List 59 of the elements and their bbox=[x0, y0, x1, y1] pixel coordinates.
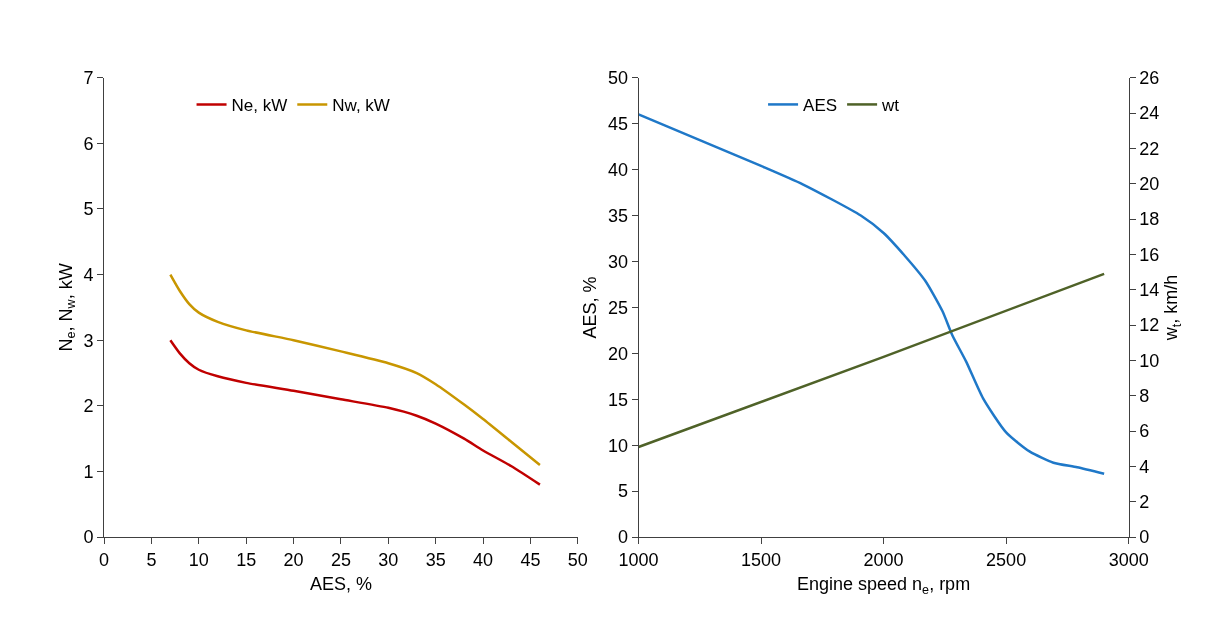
y-tick-label: 2 bbox=[83, 396, 94, 417]
x-tick-label: 10 bbox=[188, 549, 209, 570]
y2-tick-label: 10 bbox=[1139, 350, 1160, 371]
y-tick-label: 40 bbox=[607, 159, 628, 180]
line-series bbox=[169, 273, 542, 467]
y-tick-label: 0 bbox=[83, 527, 94, 548]
y-tick-label: 3 bbox=[83, 330, 94, 351]
legend-label: Nw, kW bbox=[332, 96, 390, 116]
x-tick-label: 30 bbox=[378, 549, 399, 570]
y-tick-label: 5 bbox=[83, 199, 94, 220]
legend-label: AES bbox=[803, 96, 838, 116]
y-tick-label: 15 bbox=[607, 389, 628, 410]
y2-tick-label: 22 bbox=[1139, 138, 1160, 159]
y-tick-label: 4 bbox=[83, 264, 94, 285]
y2-tick-label: 26 bbox=[1139, 67, 1160, 88]
y2-tick-label: 18 bbox=[1139, 209, 1160, 230]
y-tick-label: 45 bbox=[607, 113, 628, 134]
x-tick-label: 15 bbox=[236, 549, 257, 570]
x-tick-label: 2000 bbox=[863, 549, 904, 570]
y2-tick-label: 16 bbox=[1139, 244, 1160, 265]
y2-tick-label: 14 bbox=[1139, 280, 1160, 301]
x-tick-label: 1000 bbox=[618, 549, 659, 570]
line-series bbox=[169, 338, 542, 486]
legend-label: Ne, kW bbox=[231, 96, 288, 116]
y2-tick-label: 0 bbox=[1139, 527, 1150, 548]
x-tick-label: 25 bbox=[330, 549, 351, 570]
y-tick-label: 20 bbox=[607, 343, 628, 364]
y2-tick-label: 12 bbox=[1139, 315, 1160, 336]
legend-label: wt bbox=[881, 96, 900, 116]
y-tick-label: 35 bbox=[607, 205, 628, 226]
y2-tick-label: 8 bbox=[1139, 386, 1150, 407]
y-tick-label: 10 bbox=[607, 435, 628, 456]
x-tick-label: 20 bbox=[283, 549, 304, 570]
x-tick-label: 2500 bbox=[986, 549, 1027, 570]
y-tick-label: 0 bbox=[617, 527, 628, 548]
y-tick-label: 6 bbox=[83, 133, 94, 154]
x-axis-title: Engine speed n$_{e}$, rpm bbox=[797, 573, 971, 597]
y2-tick-label: 6 bbox=[1139, 421, 1150, 442]
x-tick-label: 5 bbox=[146, 549, 157, 570]
y2-tick-label: 4 bbox=[1139, 456, 1150, 477]
y-tick-label: 5 bbox=[617, 481, 628, 502]
x-tick-label: 1500 bbox=[741, 549, 782, 570]
y2-tick-label: 24 bbox=[1139, 103, 1160, 124]
x-tick-label: 50 bbox=[567, 549, 588, 570]
x-tick-label: 45 bbox=[520, 549, 541, 570]
x-tick-label: 35 bbox=[425, 549, 446, 570]
x-axis-title: AES, % bbox=[309, 573, 372, 594]
y-tick-label: 30 bbox=[607, 251, 628, 272]
y-tick-label: 1 bbox=[83, 461, 94, 482]
y2-tick-label: 2 bbox=[1139, 492, 1150, 513]
x-tick-label: 0 bbox=[99, 549, 110, 570]
y2-tick-label: 20 bbox=[1139, 174, 1160, 195]
x-tick-label: 3000 bbox=[1108, 549, 1149, 570]
y-tick-label: 25 bbox=[607, 297, 628, 318]
y-tick-label: 50 bbox=[607, 67, 628, 88]
x-tick-label: 40 bbox=[473, 549, 494, 570]
y-axis-title: AES, % bbox=[580, 276, 601, 339]
y-tick-label: 7 bbox=[83, 67, 94, 88]
line-series bbox=[638, 113, 1106, 475]
